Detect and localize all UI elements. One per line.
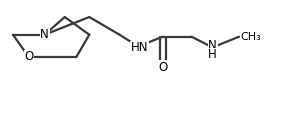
Text: O: O [158, 61, 167, 74]
Text: N: N [40, 28, 49, 41]
Text: N: N [208, 39, 217, 52]
Text: O: O [24, 50, 33, 64]
Text: CH₃: CH₃ [241, 32, 262, 42]
Text: HN: HN [131, 41, 148, 54]
Text: H: H [208, 48, 217, 61]
